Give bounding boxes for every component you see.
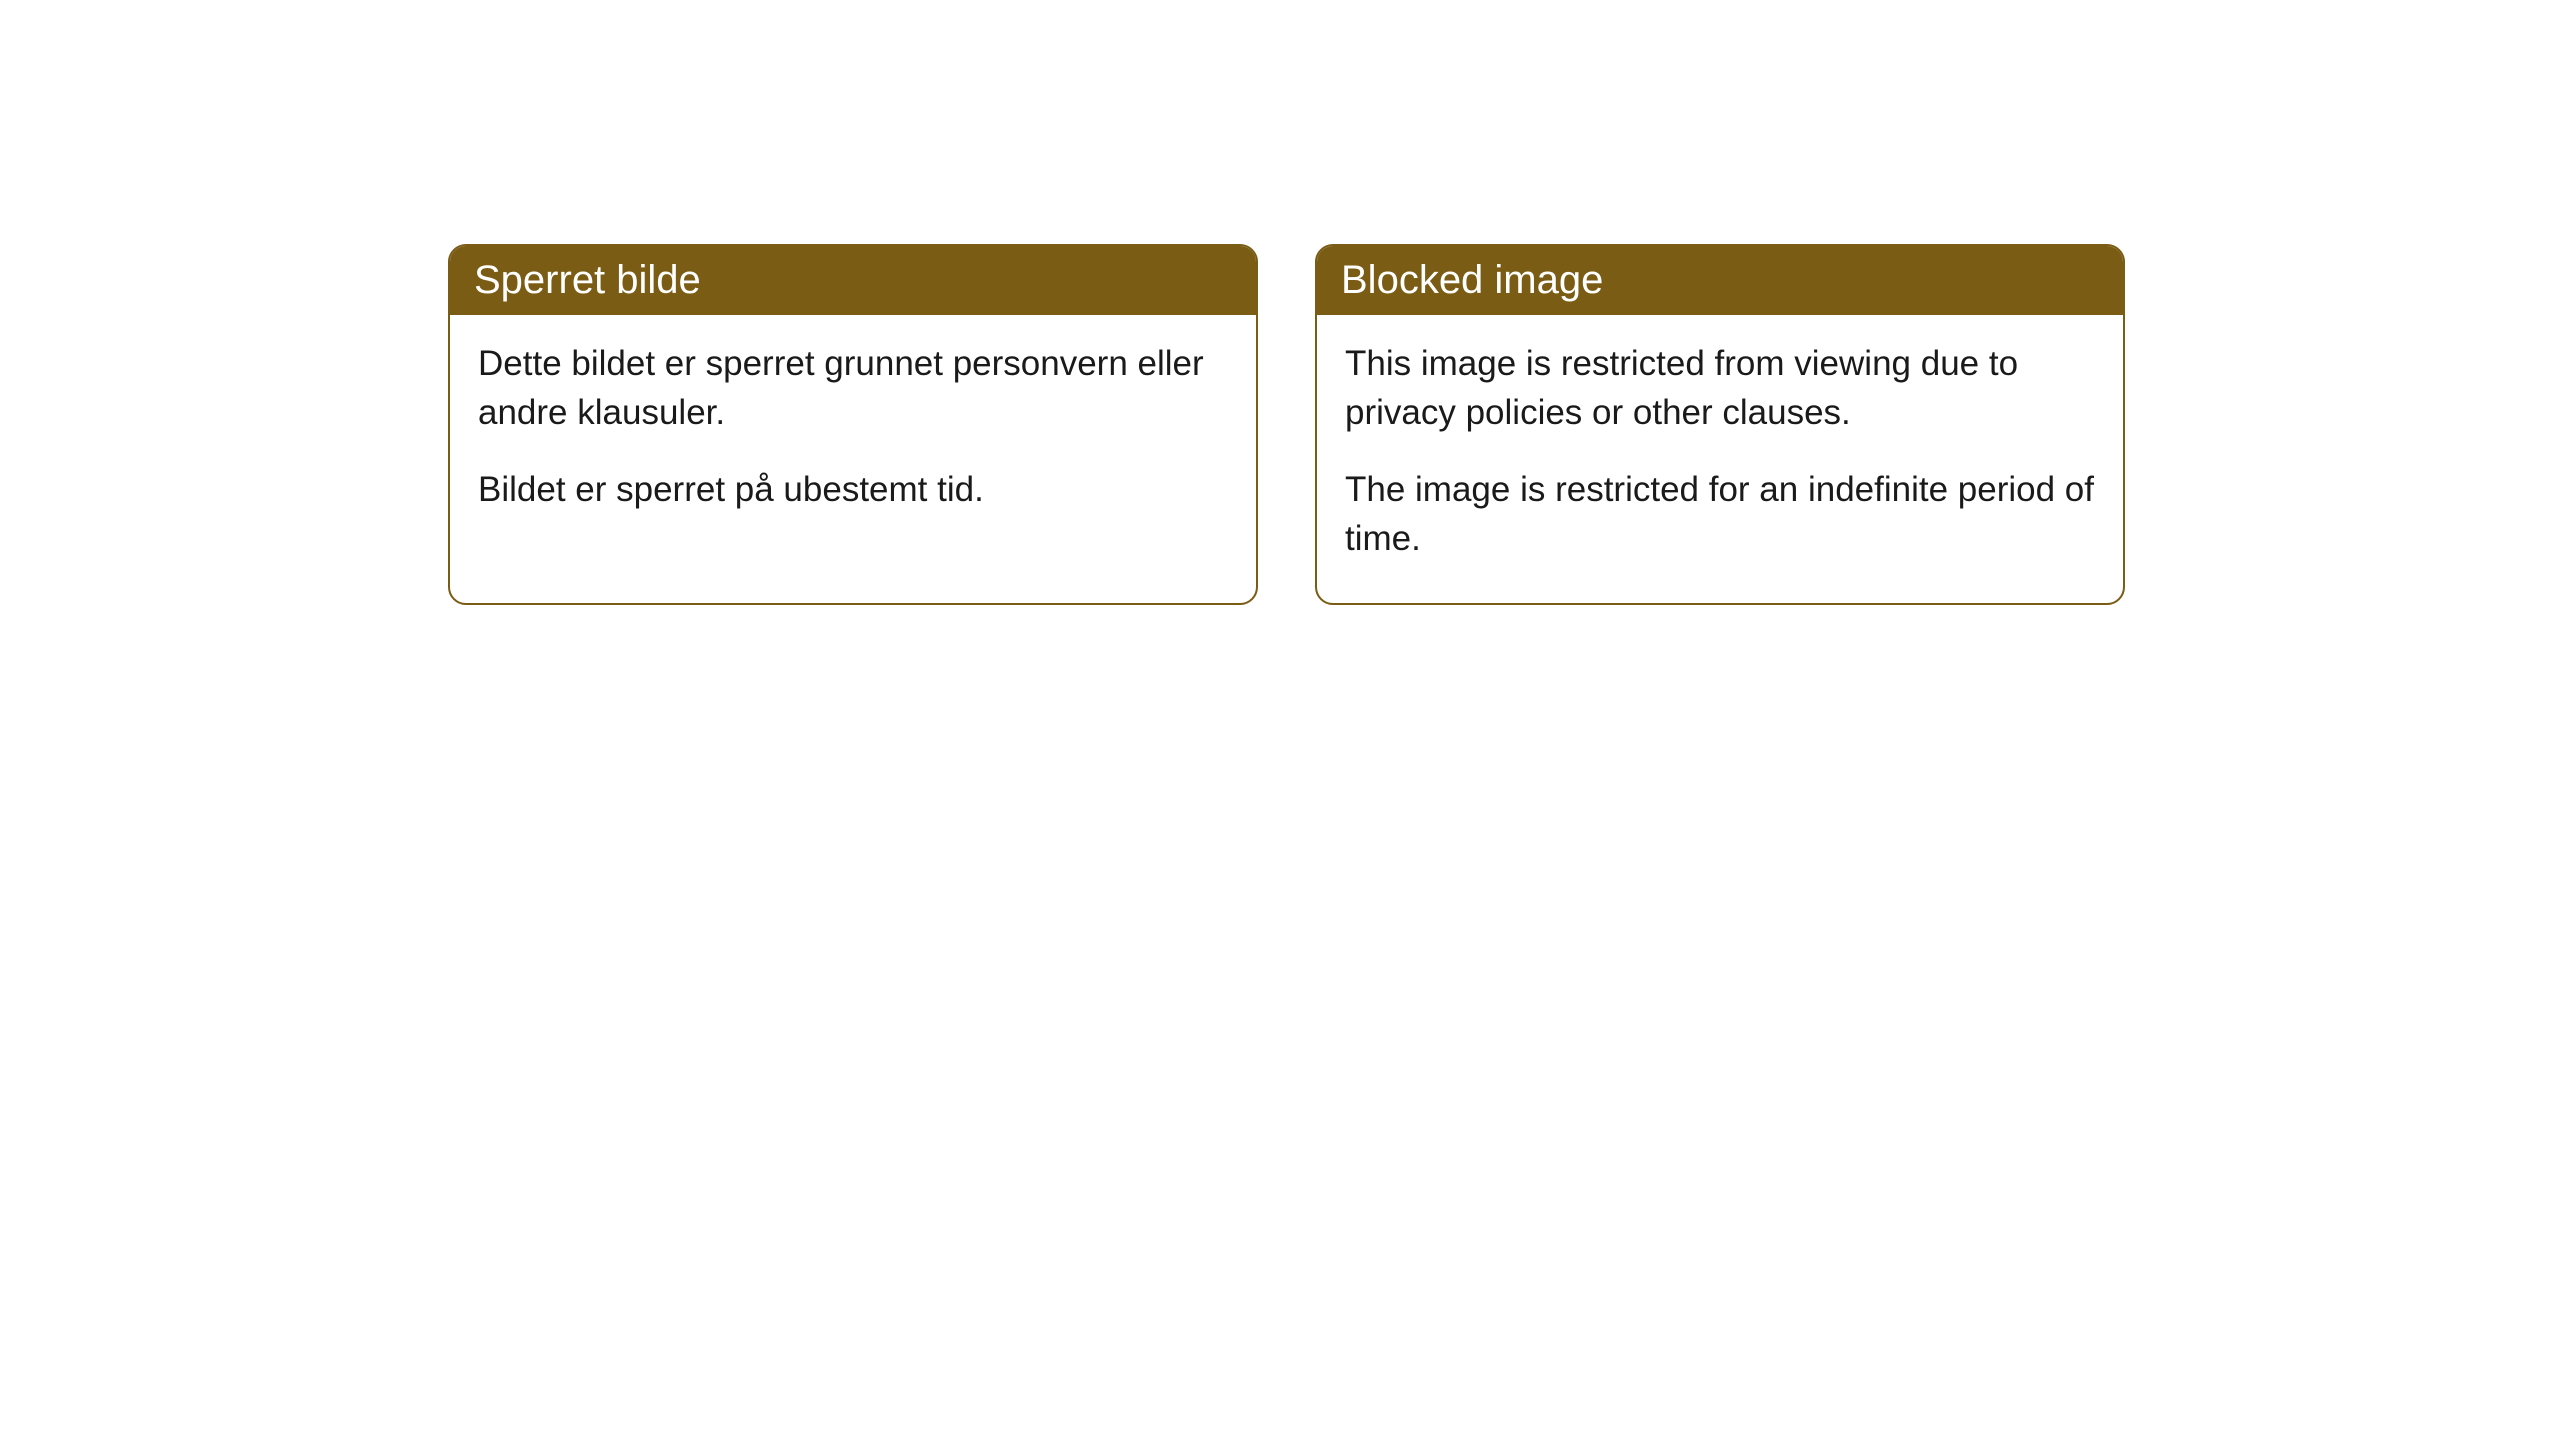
card-norwegian: Sperret bilde Dette bildet er sperret gr… (448, 244, 1258, 605)
card-paragraph: Dette bildet er sperret grunnet personve… (478, 339, 1228, 437)
cards-container: Sperret bilde Dette bildet er sperret gr… (448, 244, 2125, 605)
card-header-english: Blocked image (1317, 246, 2123, 315)
card-body-english: This image is restricted from viewing du… (1317, 315, 2123, 603)
card-title: Blocked image (1341, 258, 1603, 302)
card-paragraph: Bildet er sperret på ubestemt tid. (478, 465, 1228, 514)
card-body-norwegian: Dette bildet er sperret grunnet personve… (450, 315, 1256, 554)
card-english: Blocked image This image is restricted f… (1315, 244, 2125, 605)
card-paragraph: The image is restricted for an indefinit… (1345, 465, 2095, 563)
card-paragraph: This image is restricted from viewing du… (1345, 339, 2095, 437)
card-title: Sperret bilde (474, 258, 701, 302)
card-header-norwegian: Sperret bilde (450, 246, 1256, 315)
